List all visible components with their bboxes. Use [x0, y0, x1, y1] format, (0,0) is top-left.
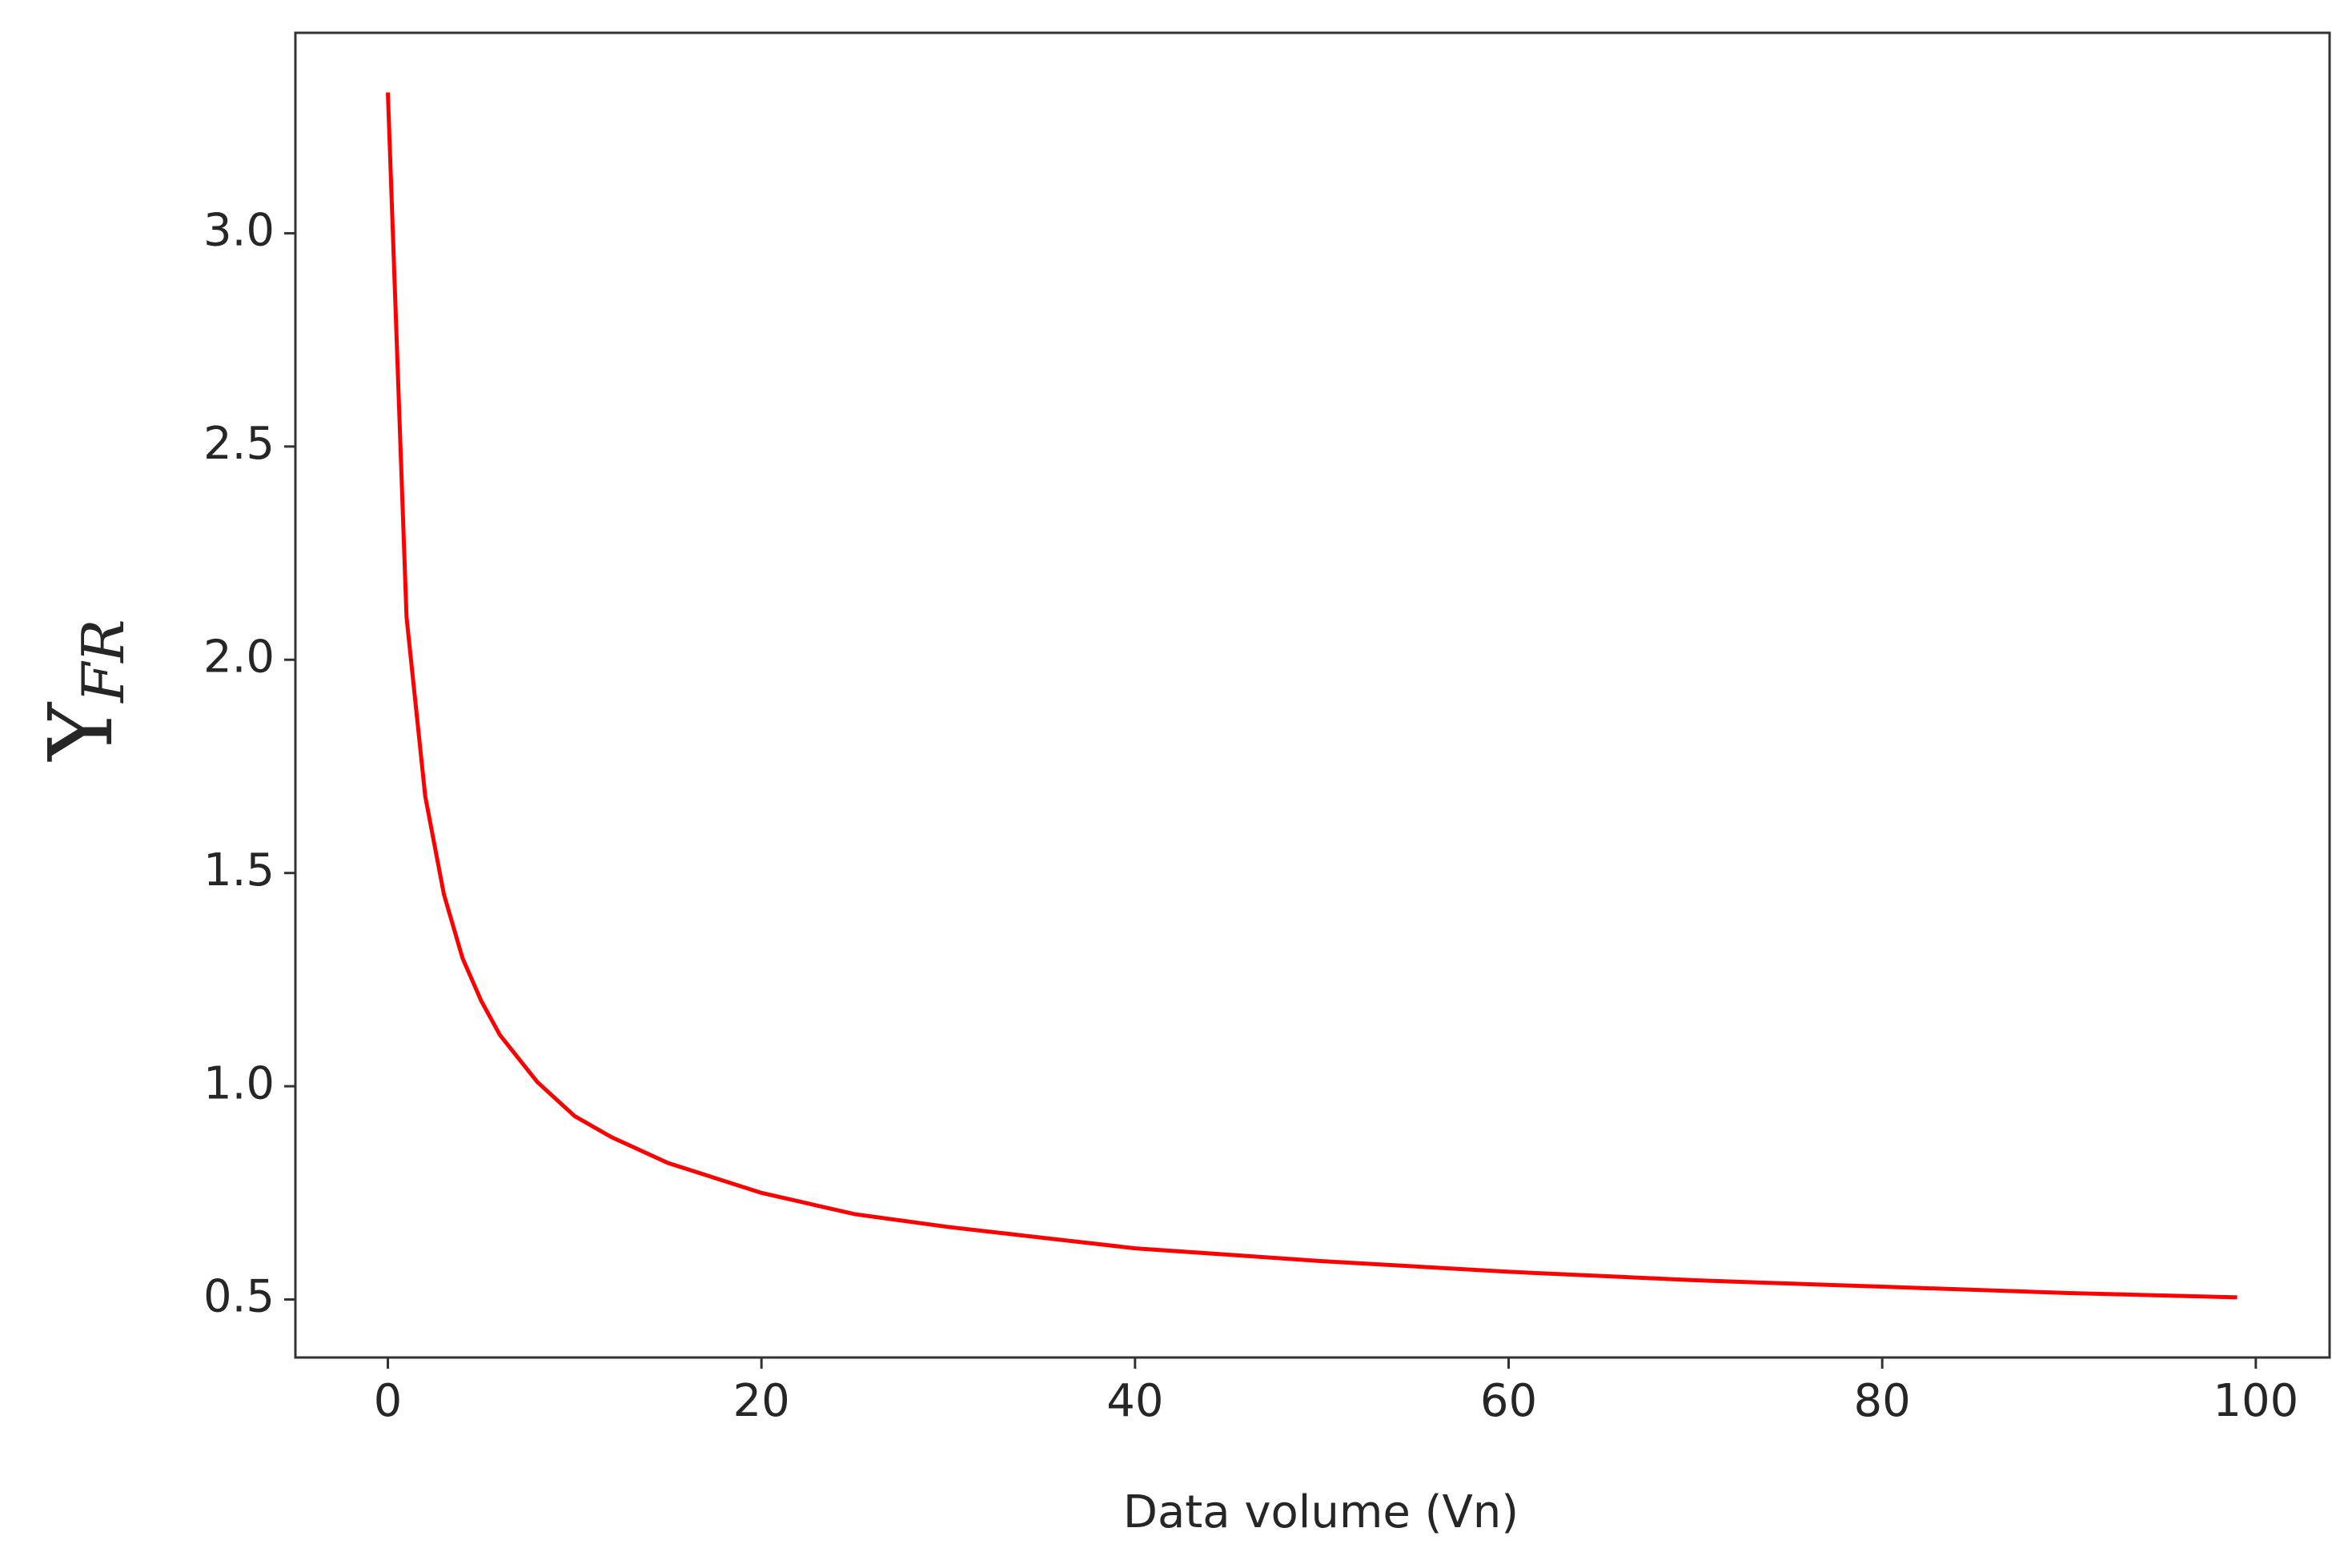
y-tick-label: 3.0 [203, 205, 275, 257]
x-tick-label: 80 [1854, 1375, 1911, 1427]
plot-frame [294, 31, 2331, 1359]
data-line [386, 92, 2238, 1300]
x-axis-label: Data volume (Vn) [1123, 1486, 1519, 1538]
y-axis-symbol: Υ [30, 701, 132, 762]
y-tick-label: 0.5 [203, 1271, 275, 1323]
x-tick-label: 0 [374, 1375, 403, 1427]
y-tick-label: 2.0 [203, 631, 275, 683]
y-axis-label: ΥFR [30, 620, 137, 763]
y-tick-label: 1.0 [203, 1057, 275, 1109]
x-tick-label: 60 [1480, 1375, 1537, 1427]
y-axis-subscript: FR [70, 620, 137, 704]
y-tick-label: 1.5 [203, 844, 275, 896]
x-tick-label: 40 [1106, 1375, 1163, 1427]
y-tick-label: 2.5 [203, 418, 275, 470]
x-tick-label: 20 [733, 1375, 790, 1427]
x-tick-label: 100 [2213, 1375, 2298, 1427]
